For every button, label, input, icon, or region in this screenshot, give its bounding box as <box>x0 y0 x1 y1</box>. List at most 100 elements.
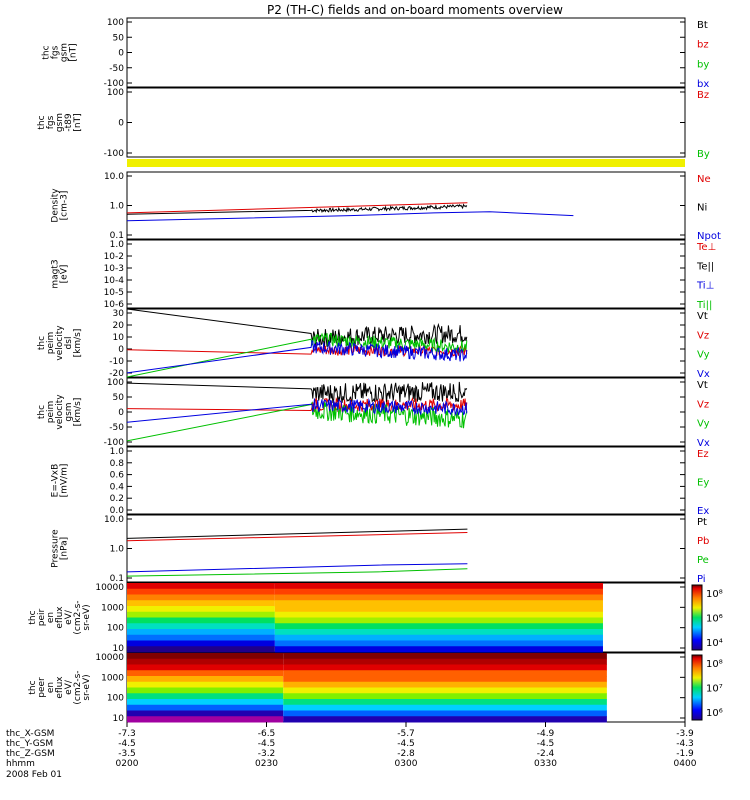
p10-colorbar-label: 10⁶ <box>706 708 723 719</box>
p5-ylabel: [km/s] <box>73 329 83 358</box>
p10-ylabel: eV/ <box>64 679 74 695</box>
p5-ylabel: dsl <box>64 337 74 350</box>
p3-series-Ni <box>126 203 468 215</box>
p9-heat-left-row <box>127 594 275 601</box>
p6-ylabel: [km/s] <box>73 398 83 427</box>
p9-heat-left-row <box>127 640 275 647</box>
orbit-row-value: -4.5 <box>397 739 415 749</box>
p10-heat-right-row <box>283 653 607 660</box>
orbit-row-value: -3.9 <box>676 729 694 739</box>
orbit-row-value: 0400 <box>674 759 697 769</box>
p10-heat-left-row <box>127 676 284 683</box>
p2-ylabel: thc <box>37 115 47 129</box>
p9-colorbar-label: 10⁶ <box>706 614 723 625</box>
p8-ylabel: Pressure <box>51 529 61 568</box>
p4-legend-Ti⊥: Ti⊥ <box>696 281 714 292</box>
p6-ytick-label: 100 <box>107 378 124 388</box>
p5-ylabel: velocity <box>55 325 65 361</box>
p3-legend-Npot: Npot <box>697 231 721 242</box>
p7-frame <box>126 446 686 515</box>
p4-frame <box>126 239 686 309</box>
p9-heat-left-row <box>127 588 275 595</box>
p8-frame <box>126 514 686 583</box>
p8-series-Pt <box>126 528 468 539</box>
p10-ytick-label: 1000 <box>101 673 124 683</box>
orbit-row-value: 0200 <box>116 759 139 769</box>
p10-heat-right-row <box>283 704 607 711</box>
orbit-row-value: -6.5 <box>258 729 276 739</box>
p10-heat-right-row <box>283 693 607 700</box>
p9-heat-right-row <box>274 583 603 590</box>
p6-series-Vx <box>126 397 468 423</box>
p10-heat-right-row <box>283 664 607 671</box>
p3-ylabel: [cm-3] <box>60 191 70 221</box>
p10-ytick-label: 10000 <box>95 653 124 663</box>
p8-legend-Pi: Pi <box>697 574 706 585</box>
p2-ylabel: [nT] <box>73 113 83 131</box>
p1-ylabel: fgs <box>51 45 61 59</box>
p3-ytick-label: 10.0 <box>104 172 124 182</box>
p10-ytick-label: 10 <box>113 714 125 724</box>
p1-legend-by: by <box>697 59 709 70</box>
p8-legend-Pt: Pt <box>697 517 707 528</box>
p6-ylabel: gsm <box>64 402 74 421</box>
orbit-row-value: -2.8 <box>397 749 415 759</box>
p6-series-Vt <box>126 381 468 404</box>
p9-ytick-label: 100 <box>107 624 124 634</box>
orbit-row-value: 0300 <box>395 759 418 769</box>
p6-ylabel: peim <box>46 401 56 424</box>
p5-ytick-label: -10 <box>109 357 124 367</box>
orbit-row-value: -4.5 <box>537 739 555 749</box>
p1-ytick-label: -50 <box>109 64 124 74</box>
orbit-row-value: -1.9 <box>676 749 694 759</box>
p6-ylabel: velocity <box>55 394 65 430</box>
orbit-row-value: -4.5 <box>258 739 276 749</box>
p2-legend-By: By <box>697 149 710 160</box>
p9-ytick-label: 10000 <box>95 583 124 593</box>
p9-heat-left-row <box>127 611 275 618</box>
separator-bar <box>127 159 685 167</box>
p9-heat-right-row <box>274 634 603 641</box>
p10-heat-right-row <box>283 699 607 706</box>
p5-ytick-label: 30 <box>113 309 125 319</box>
p10-colorbar <box>691 654 703 721</box>
p4-legend-Te⊥: Te⊥ <box>696 242 716 253</box>
p10-ylabel: eflux <box>55 676 65 699</box>
p9-ylabel: thc <box>28 610 38 624</box>
p9-heat-right-row <box>274 588 603 595</box>
p7-ytick-label: 0.4 <box>110 482 125 492</box>
p6-frame <box>126 377 686 447</box>
p1-legend-Bt: Bt <box>697 20 708 31</box>
p10-heat-right-row <box>283 681 607 688</box>
p9-heat-left-row <box>127 629 275 636</box>
p10-heat-left-row <box>127 681 284 688</box>
p8-series-Pb <box>126 532 468 542</box>
p2-ylabel: gsm <box>55 113 65 132</box>
p7-ylabel: E=-VxB <box>51 464 61 498</box>
p9-heat-right-row <box>274 640 603 647</box>
p7-legend-Ey: Ey <box>697 478 709 489</box>
p8-legend-Pb: Pb <box>697 536 709 547</box>
p2-ylabel: fgs <box>46 115 56 129</box>
p4-ytick-label: 10-5 <box>104 288 124 298</box>
p1-legend-bz: bz <box>697 40 709 51</box>
p6-ylabel: thc <box>37 405 47 419</box>
orbit-row-value: -4.9 <box>537 729 555 739</box>
p2-legend-Bz: Bz <box>697 90 709 101</box>
p10-ylabel: (cm2-s- <box>73 670 83 704</box>
p8-legend-Pe: Pe <box>697 555 709 566</box>
p9-ylabel: eV/ <box>64 609 74 625</box>
p1-ylabel: [nT] <box>69 43 79 61</box>
p9-heat-left-row <box>127 617 275 624</box>
p7-ylabel: [mV/m] <box>60 464 70 498</box>
p7-legend-Ex: Ex <box>697 506 709 517</box>
plot-title: P2 (TH-C) fields and on-board moments ov… <box>267 3 563 17</box>
p7-ytick-label: 0.0 <box>110 506 125 516</box>
p10-ytick-label: 100 <box>107 694 124 704</box>
p6-legend-Vy: Vy <box>697 419 710 430</box>
p1-legend-bx: bx <box>697 79 709 90</box>
orbit-row-value: 0230 <box>255 759 278 769</box>
p6-legend-Vx: Vx <box>697 438 710 449</box>
p4-ylabel: [eV] <box>60 265 70 284</box>
